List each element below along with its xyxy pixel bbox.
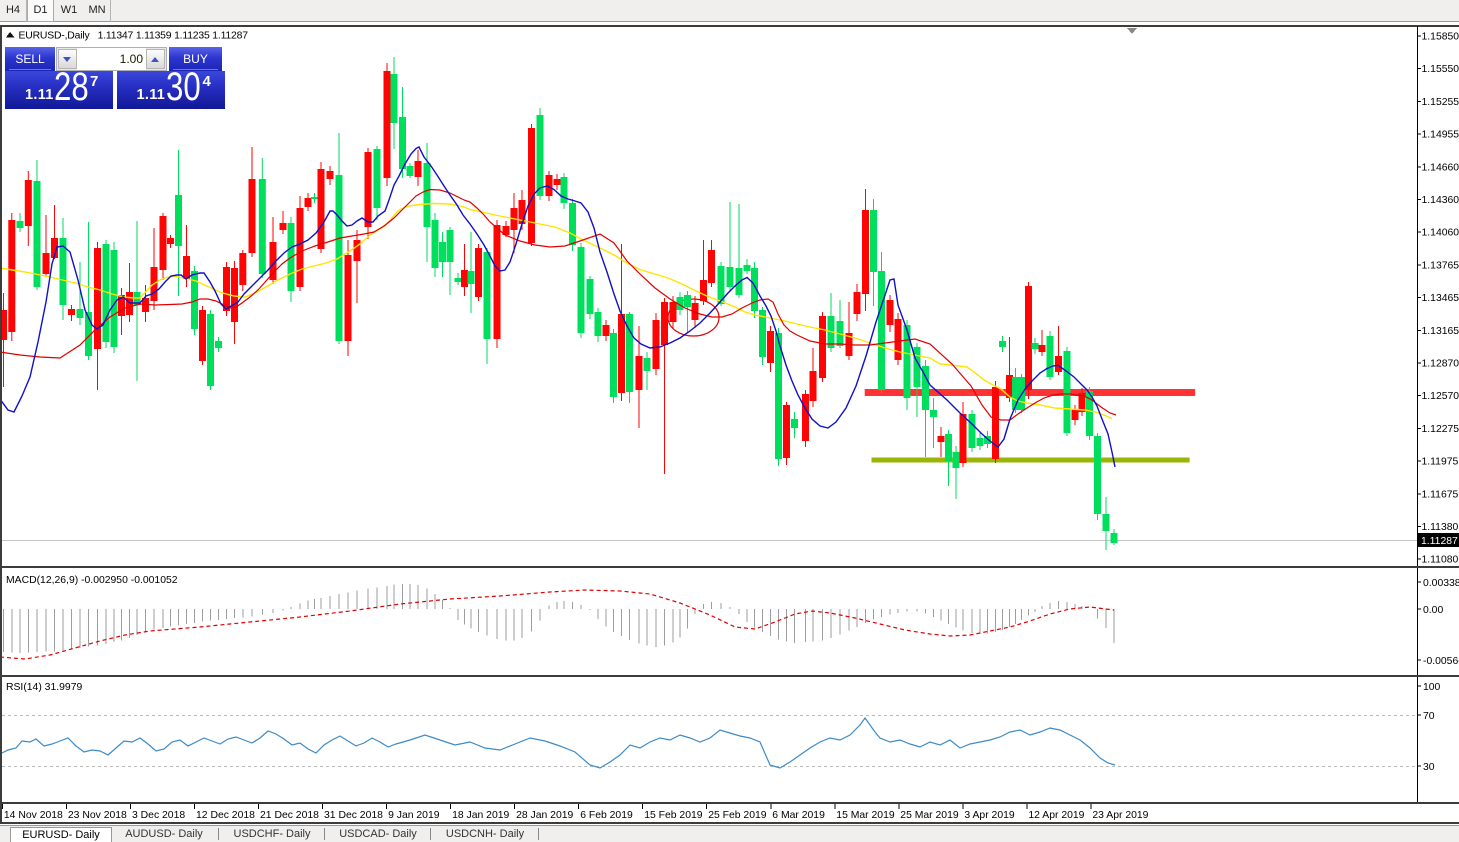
svg-text:3 Apr 2019: 3 Apr 2019 bbox=[964, 810, 1014, 821]
svg-text:9 Jan 2019: 9 Jan 2019 bbox=[388, 810, 440, 821]
svg-text:3 Dec 2018: 3 Dec 2018 bbox=[132, 810, 185, 821]
svg-text:1.12570: 1.12570 bbox=[1422, 391, 1459, 402]
svg-text:1.11675: 1.11675 bbox=[1422, 489, 1459, 500]
svg-text:0.003383: 0.003383 bbox=[1423, 578, 1459, 589]
svg-text:1.11380: 1.11380 bbox=[1422, 522, 1459, 533]
svg-text:MACD(12,26,9) -0.002950 -0.001: MACD(12,26,9) -0.002950 -0.001052 bbox=[6, 575, 178, 586]
svg-text:1.13165: 1.13165 bbox=[1422, 326, 1459, 337]
svg-text:15 Feb 2019: 15 Feb 2019 bbox=[644, 810, 703, 821]
svg-text:1.14060: 1.14060 bbox=[1422, 228, 1459, 239]
svg-text:14 Nov 2018: 14 Nov 2018 bbox=[4, 810, 63, 821]
svg-text:1.13765: 1.13765 bbox=[1422, 260, 1459, 271]
svg-text:1.15850: 1.15850 bbox=[1422, 32, 1459, 43]
svg-text:21 Dec 2018: 21 Dec 2018 bbox=[260, 810, 319, 821]
svg-text:23 Nov 2018: 23 Nov 2018 bbox=[68, 810, 127, 821]
svg-text:12 Dec 2018: 12 Dec 2018 bbox=[196, 810, 255, 821]
svg-text:1.13465: 1.13465 bbox=[1422, 293, 1459, 304]
svg-text:-0.005661: -0.005661 bbox=[1423, 656, 1459, 667]
svg-text:18 Jan 2019: 18 Jan 2019 bbox=[452, 810, 509, 821]
svg-text:1.15255: 1.15255 bbox=[1422, 97, 1459, 108]
svg-text:1.15550: 1.15550 bbox=[1422, 64, 1459, 75]
svg-text:6 Mar 2019: 6 Mar 2019 bbox=[772, 810, 825, 821]
svg-text:1.12275: 1.12275 bbox=[1422, 424, 1459, 435]
svg-text:30: 30 bbox=[1423, 762, 1435, 773]
svg-text:EURUSD-,Daily 1.11347 1.1135: EURUSD-,Daily 1.11347 1.11359 1.11235 1.… bbox=[19, 31, 249, 42]
svg-text:1.11975: 1.11975 bbox=[1422, 457, 1459, 468]
svg-text:28 Jan 2019: 28 Jan 2019 bbox=[516, 810, 573, 821]
svg-text:1.11080: 1.11080 bbox=[1422, 555, 1459, 566]
svg-text:70: 70 bbox=[1423, 711, 1435, 722]
svg-text:31 Dec 2018: 31 Dec 2018 bbox=[324, 810, 383, 821]
svg-text:12 Apr 2019: 12 Apr 2019 bbox=[1028, 810, 1084, 821]
svg-text:1.12870: 1.12870 bbox=[1422, 359, 1459, 370]
svg-text:1.14660: 1.14660 bbox=[1422, 162, 1459, 173]
svg-text:25 Feb 2019: 25 Feb 2019 bbox=[708, 810, 767, 821]
svg-text:1.14360: 1.14360 bbox=[1422, 195, 1459, 206]
svg-text:23 Apr 2019: 23 Apr 2019 bbox=[1092, 810, 1148, 821]
svg-text:1.14955: 1.14955 bbox=[1422, 130, 1459, 141]
svg-text:100: 100 bbox=[1423, 682, 1441, 693]
svg-text:0.00: 0.00 bbox=[1423, 605, 1443, 616]
svg-text:1.11287: 1.11287 bbox=[1421, 536, 1458, 547]
svg-text:25 Mar 2019: 25 Mar 2019 bbox=[900, 810, 959, 821]
svg-text:6 Feb 2019: 6 Feb 2019 bbox=[580, 810, 633, 821]
svg-text:15 Mar 2019: 15 Mar 2019 bbox=[836, 810, 895, 821]
svg-text:RSI(14) 31.9979: RSI(14) 31.9979 bbox=[6, 682, 82, 693]
